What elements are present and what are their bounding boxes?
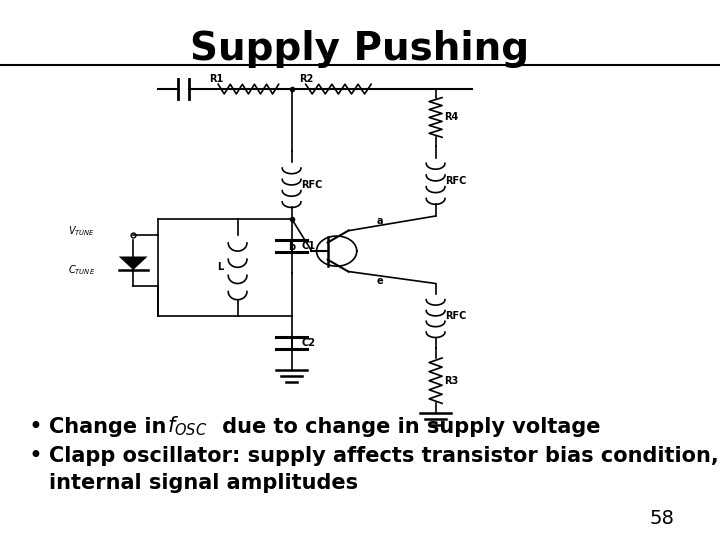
Text: 58: 58: [650, 509, 675, 528]
Text: RFC: RFC: [301, 180, 323, 190]
Text: R3: R3: [444, 376, 459, 386]
Polygon shape: [119, 256, 148, 270]
Text: •: •: [29, 415, 42, 438]
Text: RFC: RFC: [445, 311, 467, 321]
Text: L: L: [217, 262, 224, 272]
Text: a: a: [377, 217, 383, 226]
Text: $f_{OSC}$: $f_{OSC}$: [167, 415, 207, 438]
Text: R2: R2: [299, 75, 313, 84]
Text: R1: R1: [209, 75, 223, 84]
Text: due to change in supply voltage: due to change in supply voltage: [215, 416, 600, 437]
Text: •: •: [29, 444, 42, 468]
Text: Change in: Change in: [49, 416, 174, 437]
Text: e: e: [377, 276, 383, 286]
Text: Clapp oscillator: supply affects transistor bias condition,: Clapp oscillator: supply affects transis…: [49, 446, 719, 467]
Text: C2: C2: [302, 338, 315, 348]
Text: $V_{TUNE}$: $V_{TUNE}$: [68, 224, 96, 238]
Text: RFC: RFC: [445, 176, 467, 186]
Text: C1: C1: [302, 241, 315, 251]
Text: internal signal amplitudes: internal signal amplitudes: [49, 473, 358, 494]
Text: $C_{TUNE}$: $C_{TUNE}$: [68, 263, 96, 277]
Text: R4: R4: [444, 112, 459, 123]
Text: Supply Pushing: Supply Pushing: [190, 30, 530, 68]
Text: b: b: [288, 242, 295, 252]
